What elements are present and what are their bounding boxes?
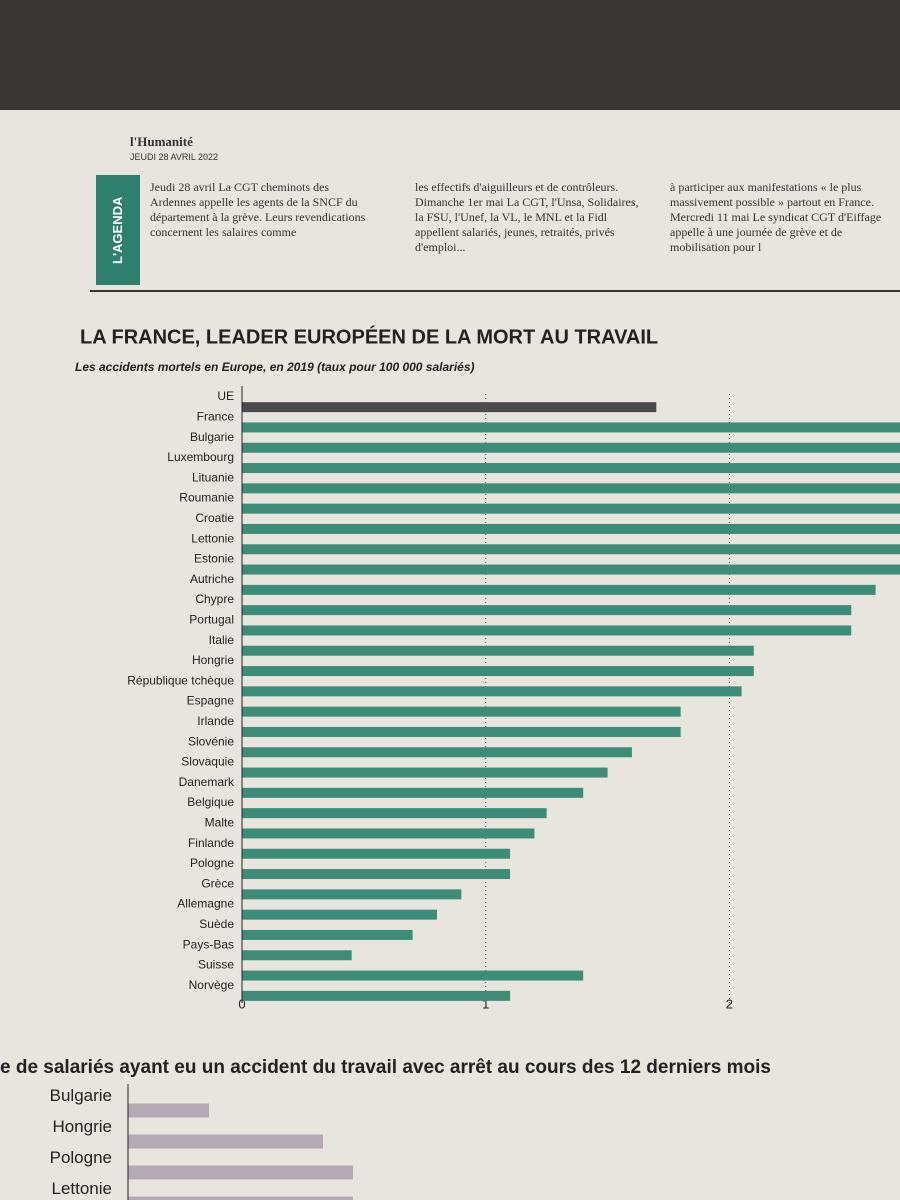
y-tick-label: Italie xyxy=(209,633,235,647)
y-tick-label: Chypre xyxy=(195,592,234,606)
bar xyxy=(128,1103,209,1118)
bar xyxy=(242,625,852,636)
y-tick-label: Hongrie xyxy=(52,1117,112,1136)
y-tick-label: Grèce xyxy=(201,876,234,890)
bar xyxy=(242,747,632,758)
y-tick-label: Estonie xyxy=(194,552,234,566)
bar xyxy=(242,950,352,961)
y-tick-label: Irlande xyxy=(197,714,234,728)
bar xyxy=(242,584,876,595)
y-tick-label: Malte xyxy=(205,816,235,830)
rule xyxy=(90,290,900,292)
y-tick-label: Hongrie xyxy=(192,653,234,667)
bar xyxy=(242,706,681,717)
y-tick-label: République tchèque xyxy=(127,673,234,687)
y-tick-label: Suède xyxy=(199,917,234,931)
bar xyxy=(128,1134,323,1149)
x-tick-label: 1 xyxy=(482,996,489,1011)
y-tick-label: Finlande xyxy=(188,836,234,850)
date: JEUDI 28 AVRIL 2022 xyxy=(130,152,219,162)
bar xyxy=(242,402,657,413)
y-tick-label: Luxembourg xyxy=(167,450,234,464)
y-tick-label: Suisse xyxy=(198,958,234,972)
bar xyxy=(242,767,608,778)
bar xyxy=(128,1165,353,1180)
chart-title: LA FRANCE, LEADER EUROPÉEN DE LA MORT AU… xyxy=(80,325,658,348)
bar xyxy=(242,929,413,940)
bar xyxy=(242,483,900,494)
bar xyxy=(242,544,900,555)
x-tick-label: 2 xyxy=(726,996,733,1011)
bar xyxy=(242,442,900,453)
bar xyxy=(242,645,754,656)
chart-subtitle: Les accidents mortels en Europe, en 2019… xyxy=(75,360,475,374)
y-tick-label: Croatie xyxy=(195,511,234,525)
y-tick-label: Pologne xyxy=(50,1148,112,1167)
y-tick-label: Danemark xyxy=(179,775,235,789)
bar xyxy=(128,1196,353,1200)
masthead: l'Humanité xyxy=(130,134,193,149)
y-tick-label: UE xyxy=(217,389,234,403)
bar xyxy=(242,970,584,981)
y-tick-label: France xyxy=(197,410,235,424)
chart-title: e de salariés ayant eu un accident du tr… xyxy=(0,1057,771,1078)
bar xyxy=(242,422,900,433)
agenda: l'Humanité JEUDI 28 AVRIL 2022 L'AGENDA … xyxy=(90,130,900,305)
bar xyxy=(242,503,900,514)
background-object xyxy=(0,0,900,110)
bar xyxy=(242,463,900,474)
bar xyxy=(242,869,511,880)
bar xyxy=(242,686,742,697)
bar xyxy=(242,726,681,737)
agenda-text: à participer aux manifestations « le plu… xyxy=(670,180,882,254)
bar xyxy=(242,666,754,677)
y-tick-label: Autriche xyxy=(190,572,234,586)
y-tick-label: Portugal xyxy=(189,613,234,627)
bar xyxy=(242,808,547,819)
y-tick-label: Pays-Bas xyxy=(183,937,234,951)
y-tick-label: Slovénie xyxy=(188,734,234,748)
bar xyxy=(242,605,852,616)
y-tick-label: Roumanie xyxy=(179,491,234,505)
bar xyxy=(242,828,535,839)
bar xyxy=(242,909,437,920)
y-tick-label: Norvège xyxy=(189,978,235,992)
y-tick-label: Bulgarie xyxy=(190,430,234,444)
y-tick-label: Lituanie xyxy=(192,470,234,484)
y-tick-label: Lettonie xyxy=(191,531,234,545)
bar xyxy=(242,848,511,859)
y-tick-label: Slovaquie xyxy=(181,755,234,769)
y-tick-label: Allemagne xyxy=(177,897,234,911)
y-tick-label: Espagne xyxy=(187,694,235,708)
bar xyxy=(242,990,511,1001)
bar xyxy=(242,889,462,900)
y-tick-label: Pologne xyxy=(190,856,234,870)
bar xyxy=(242,564,900,575)
agenda-text: Jeudi 28 avril La CGT cheminots des Arde… xyxy=(150,180,366,239)
x-tick-label: 0 xyxy=(238,996,245,1011)
bar xyxy=(242,787,584,798)
bar xyxy=(242,523,900,534)
y-tick-label: Lettonie xyxy=(52,1179,113,1198)
agenda-text: les effectifs d'aiguilleurs et de contrô… xyxy=(415,180,639,254)
y-tick-label: Bulgarie xyxy=(50,1086,112,1105)
y-tick-label: Belgique xyxy=(187,795,234,809)
